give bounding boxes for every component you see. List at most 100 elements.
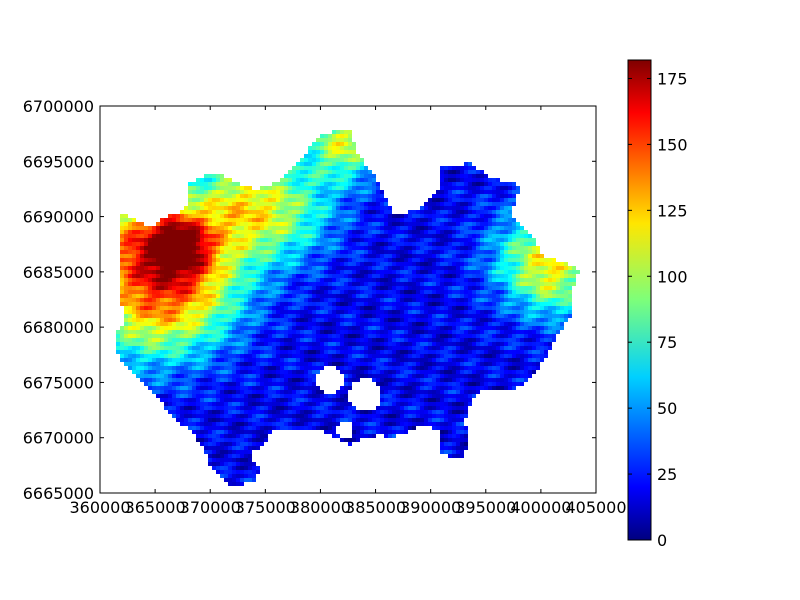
heatmap-cell bbox=[468, 182, 472, 186]
heatmap-cell bbox=[516, 186, 520, 190]
heatmap-cell bbox=[516, 326, 520, 330]
heatmap-cell bbox=[340, 222, 344, 226]
heatmap-cell bbox=[340, 154, 344, 158]
heatmap-cell bbox=[404, 310, 408, 314]
heatmap-cell bbox=[224, 270, 228, 274]
heatmap-cell bbox=[268, 318, 272, 322]
heatmap-cell bbox=[328, 278, 332, 282]
heatmap-cell bbox=[116, 338, 120, 342]
heatmap-cell bbox=[224, 258, 228, 262]
heatmap-cell bbox=[436, 214, 440, 218]
heatmap-cell bbox=[468, 310, 472, 314]
heatmap-cell bbox=[220, 298, 224, 302]
heatmap-cell bbox=[336, 246, 340, 250]
heatmap-cell bbox=[224, 202, 228, 206]
heatmap-cell bbox=[400, 310, 404, 314]
heatmap-cell bbox=[284, 354, 288, 358]
heatmap-cell bbox=[280, 322, 284, 326]
heatmap-cell bbox=[480, 254, 484, 258]
heatmap-cell bbox=[264, 358, 268, 362]
heatmap-cell bbox=[484, 202, 488, 206]
heatmap-cell bbox=[424, 254, 428, 258]
heatmap-cell bbox=[360, 318, 364, 322]
heatmap-cell bbox=[228, 326, 232, 330]
heatmap-cell bbox=[484, 310, 488, 314]
heatmap-cell bbox=[344, 226, 348, 230]
heatmap-cell bbox=[208, 338, 212, 342]
heatmap-cell bbox=[228, 346, 232, 350]
heatmap-cell bbox=[216, 210, 220, 214]
heatmap-cell bbox=[412, 354, 416, 358]
heatmap-cell bbox=[480, 294, 484, 298]
heatmap-cell bbox=[284, 294, 288, 298]
heatmap-cell bbox=[304, 222, 308, 226]
heatmap-cell bbox=[268, 326, 272, 330]
heatmap-cell bbox=[552, 310, 556, 314]
heatmap-cell bbox=[520, 298, 524, 302]
heatmap-cell bbox=[468, 286, 472, 290]
heatmap-cell bbox=[208, 178, 212, 182]
heatmap-cell bbox=[188, 230, 192, 234]
heatmap-cell bbox=[284, 230, 288, 234]
heatmap-cell bbox=[296, 210, 300, 214]
heatmap-cell bbox=[400, 254, 404, 258]
heatmap-cell bbox=[328, 158, 332, 162]
heatmap-cell bbox=[284, 210, 288, 214]
heatmap-cell bbox=[140, 298, 144, 302]
heatmap-cell bbox=[384, 310, 388, 314]
heatmap-cell bbox=[292, 174, 296, 178]
heatmap-cell bbox=[428, 206, 432, 210]
heatmap-cell bbox=[288, 290, 292, 294]
heatmap-cell bbox=[396, 278, 400, 282]
heatmap-cell bbox=[272, 342, 276, 346]
heatmap-cell bbox=[412, 338, 416, 342]
heatmap-cell bbox=[312, 158, 316, 162]
heatmap-cell bbox=[408, 262, 412, 266]
heatmap-cell bbox=[348, 214, 352, 218]
heatmap-cell bbox=[536, 254, 540, 258]
heatmap-cell bbox=[488, 342, 492, 346]
heatmap-cell bbox=[216, 182, 220, 186]
heatmap-cell bbox=[316, 258, 320, 262]
heatmap-cell bbox=[472, 358, 476, 362]
heatmap-cell bbox=[172, 254, 176, 258]
heatmap-cell bbox=[412, 218, 416, 222]
heatmap-cell bbox=[288, 182, 292, 186]
heatmap-cell bbox=[368, 346, 372, 350]
heatmap-cell bbox=[388, 362, 392, 366]
heatmap-cell bbox=[552, 282, 556, 286]
heatmap-cell bbox=[228, 234, 232, 238]
heatmap-cell bbox=[352, 366, 356, 370]
heatmap-cell bbox=[284, 278, 288, 282]
heatmap-cell bbox=[496, 282, 500, 286]
heatmap-cell bbox=[480, 234, 484, 238]
heatmap-cell bbox=[528, 322, 532, 326]
heatmap-cell bbox=[272, 286, 276, 290]
heatmap-cell bbox=[480, 282, 484, 286]
heatmap-cell bbox=[224, 306, 228, 310]
heatmap-cell bbox=[268, 238, 272, 242]
heatmap-cell bbox=[456, 314, 460, 318]
heatmap-cell bbox=[332, 282, 336, 286]
heatmap-cell bbox=[528, 258, 532, 262]
heatmap-cell bbox=[536, 318, 540, 322]
heatmap-cell bbox=[340, 186, 344, 190]
heatmap-cell bbox=[300, 202, 304, 206]
heatmap-cell bbox=[536, 322, 540, 326]
heatmap-cell bbox=[308, 226, 312, 230]
heatmap-cell bbox=[376, 322, 380, 326]
heatmap-cell bbox=[416, 302, 420, 306]
heatmap-cell bbox=[392, 306, 396, 310]
heatmap-cell bbox=[240, 278, 244, 282]
heatmap-cell bbox=[388, 218, 392, 222]
heatmap-cell bbox=[224, 282, 228, 286]
heatmap-cell bbox=[420, 338, 424, 342]
heatmap-cell bbox=[352, 342, 356, 346]
heatmap-cell bbox=[164, 286, 168, 290]
heatmap-cell bbox=[448, 278, 452, 282]
heatmap-cell bbox=[384, 346, 388, 350]
heatmap-cell bbox=[452, 362, 456, 366]
heatmap-cell bbox=[536, 358, 540, 362]
heatmap-cell bbox=[300, 322, 304, 326]
heatmap-cell bbox=[436, 298, 440, 302]
